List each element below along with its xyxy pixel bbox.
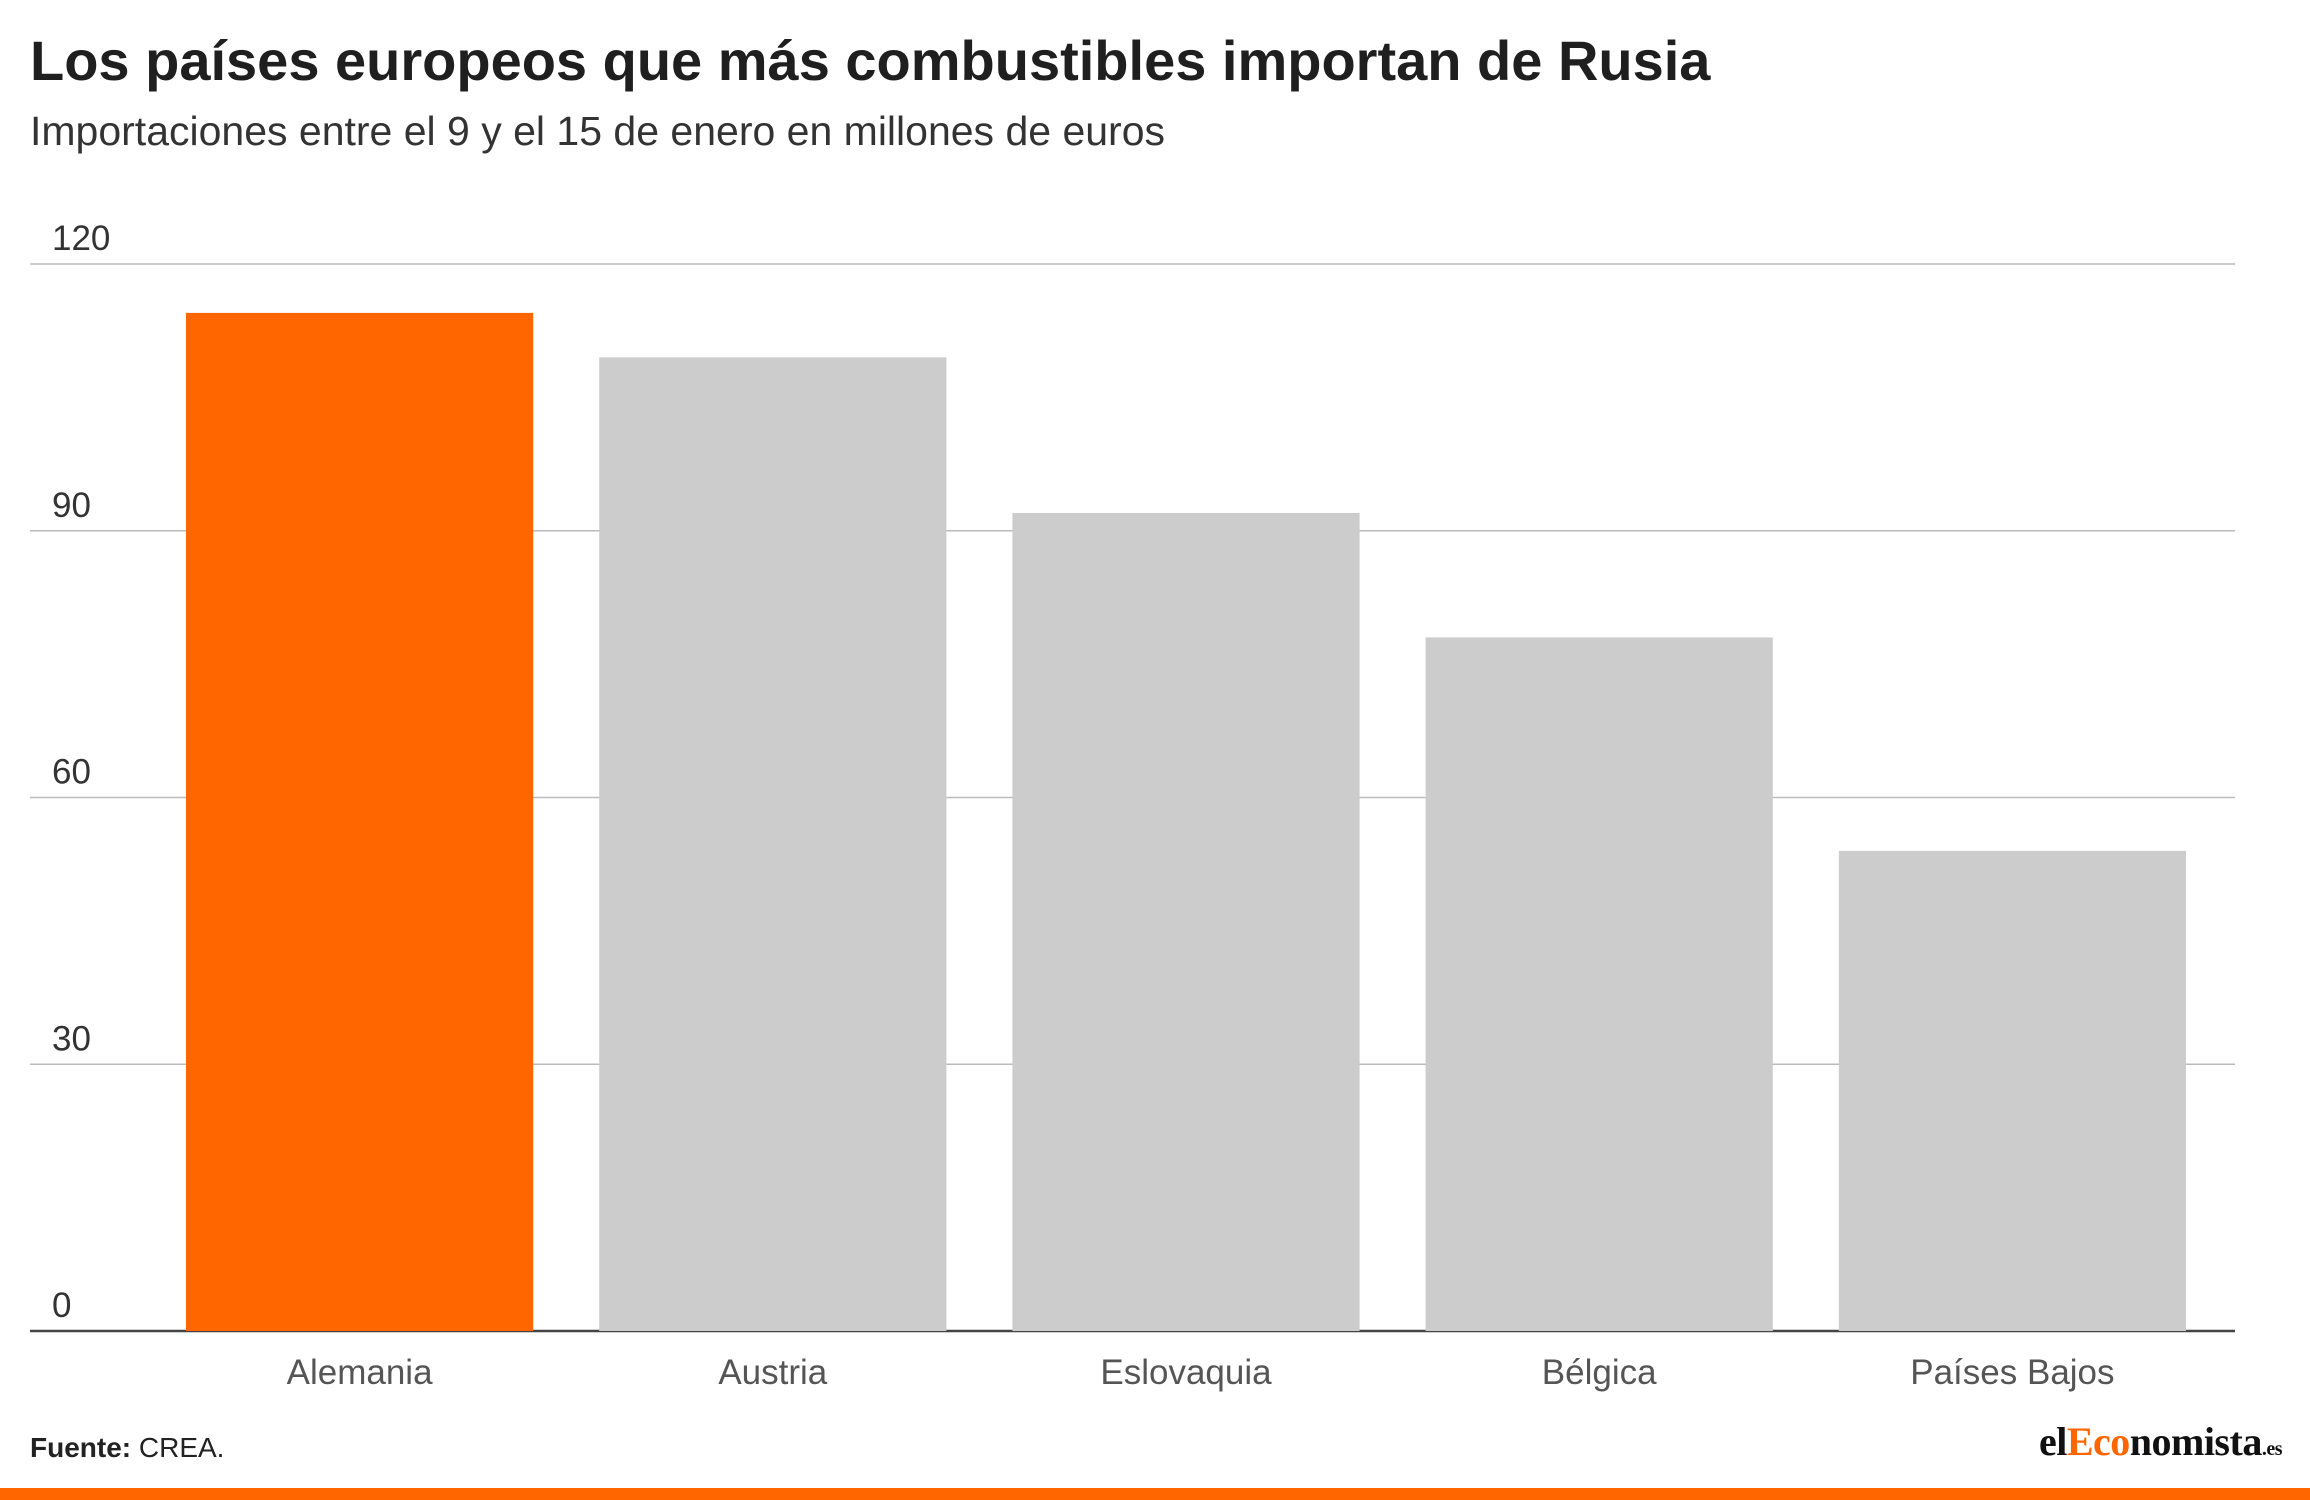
y-tick-label: 90 bbox=[52, 486, 91, 525]
bar-chart: 0 30 60 90 120 Alemania Austria Eslovaquia Bélg… bbox=[0, 0, 2310, 1420]
bottom-accent-bar bbox=[0, 1488, 2310, 1500]
logo-suffix: .es bbox=[2262, 1438, 2282, 1460]
category-labels: Alemania Austria Eslovaquia Bélgica Países B… bbox=[287, 1353, 2115, 1392]
source-text: CREA. bbox=[139, 1432, 225, 1463]
x-category-label: Austria bbox=[718, 1353, 827, 1392]
x-category-label: Bélgica bbox=[1542, 1353, 1657, 1392]
y-tick-label: 0 bbox=[52, 1286, 71, 1325]
logo-part-nomista: nomista bbox=[2130, 1419, 2262, 1464]
x-category-label: Alemania bbox=[287, 1353, 433, 1392]
y-tick-label: 120 bbox=[52, 219, 110, 258]
logo-part-el: el bbox=[2039, 1419, 2067, 1464]
source-note: Fuente: CREA. bbox=[30, 1432, 224, 1464]
bar-alemania bbox=[186, 313, 533, 1331]
publisher-logo: elEconomista.es bbox=[2039, 1418, 2282, 1465]
x-category-label: Eslovaquia bbox=[1100, 1353, 1272, 1392]
bars bbox=[186, 313, 2186, 1331]
x-category-label: Países Bajos bbox=[1910, 1353, 2114, 1392]
bar-belgica bbox=[1426, 637, 1773, 1331]
logo-part-eco: Eco bbox=[2067, 1419, 2130, 1464]
y-tick-label: 60 bbox=[52, 753, 91, 792]
bar-eslovaquia bbox=[1012, 513, 1359, 1331]
bar-austria bbox=[599, 357, 946, 1331]
source-label: Fuente: bbox=[30, 1432, 131, 1463]
bar-paises-bajos bbox=[1839, 851, 2186, 1331]
y-tick-label: 30 bbox=[52, 1019, 91, 1058]
